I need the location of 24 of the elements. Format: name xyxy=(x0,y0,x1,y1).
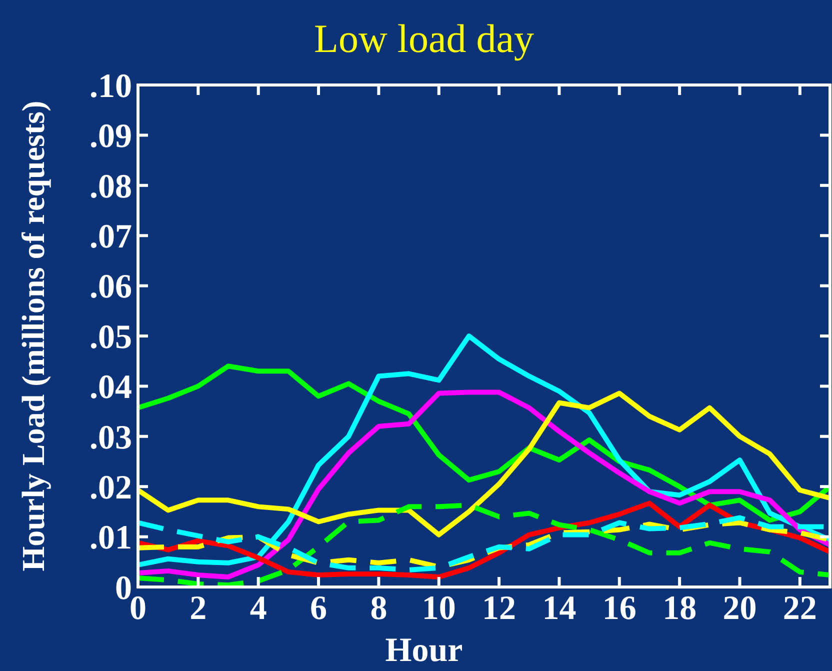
x-tick-label: 8 xyxy=(370,590,388,627)
y-tick-label: .01 xyxy=(90,520,132,557)
y-tick-label: .03 xyxy=(90,419,132,456)
x-tick-label: 18 xyxy=(662,590,697,627)
y-tick-label: .10 xyxy=(90,68,132,105)
x-tick-label: 20 xyxy=(722,590,757,627)
y-tick-label: .07 xyxy=(90,218,132,256)
x-tick-label: 22 xyxy=(782,590,817,627)
y-tick-label: .09 xyxy=(90,118,132,156)
y-tick-label: .02 xyxy=(90,470,132,506)
x-tick-label: 4 xyxy=(250,590,267,627)
x-axis-title: Hour xyxy=(385,632,463,669)
x-tick-label: 6 xyxy=(310,590,328,627)
y-tick-label: .04 xyxy=(90,369,132,406)
x-tick-label: 16 xyxy=(602,590,636,627)
y-tick-label: .05 xyxy=(90,318,132,356)
y-tick-label: .08 xyxy=(90,168,132,206)
x-tick-label: 14 xyxy=(542,590,576,627)
x-tick-label: 2 xyxy=(190,590,207,627)
chart-title: Low load day xyxy=(314,16,534,61)
y-tick-label: .06 xyxy=(90,268,132,306)
x-tick-label: 10 xyxy=(422,590,456,627)
x-tick-label: 12 xyxy=(482,590,516,627)
y-axis-title: Hourly Load (millions of requests) xyxy=(15,100,51,572)
